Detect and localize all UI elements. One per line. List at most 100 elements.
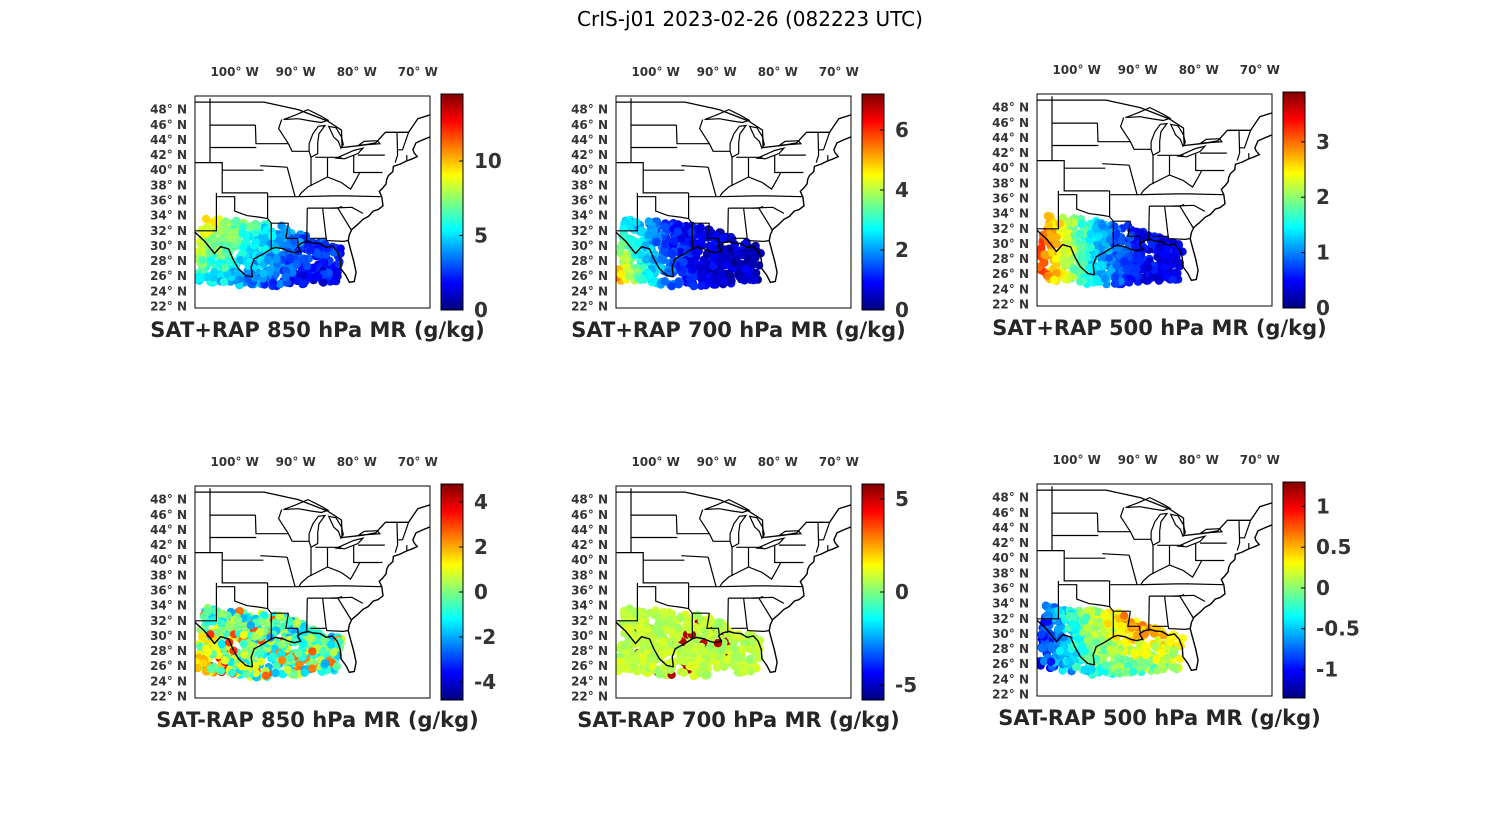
- retrieval-footprint: [224, 257, 233, 266]
- retrieval-footprint: [1097, 260, 1106, 269]
- retrieval-footprint: [639, 658, 648, 667]
- lat-tick-label: 40° N: [992, 161, 1029, 175]
- canada-border: [1037, 489, 1272, 537]
- lat-tick-label: 36° N: [150, 583, 187, 597]
- lat-tick-label: 22° N: [571, 299, 608, 313]
- retrieval-footprint: [1052, 261, 1061, 270]
- state-boundary: [1140, 174, 1184, 196]
- lat-tick-label: 34° N: [150, 209, 187, 223]
- lat-tick-label: 48° N: [571, 103, 608, 117]
- lat-tick-label: 28° N: [992, 252, 1029, 266]
- retrieval-footprint: [669, 635, 678, 645]
- retrieval-footprint: [238, 248, 247, 258]
- retrieval-footprint: [294, 648, 303, 658]
- retrieval-footprint: [739, 667, 749, 676]
- retrieval-footprint: [689, 671, 698, 681]
- state-boundary: [286, 167, 296, 197]
- state-boundary: [818, 522, 831, 541]
- retrieval-footprint: [203, 607, 212, 616]
- mexico-border: [195, 231, 253, 278]
- state-boundary: [266, 192, 289, 224]
- retrieval-footprint: [278, 640, 287, 649]
- colorbar-tick-label: 10: [474, 149, 502, 173]
- lon-tick-label: 80° W: [1179, 453, 1219, 467]
- lat-tick-label: 30° N: [150, 239, 187, 253]
- lat-tick-label: 48° N: [571, 493, 608, 507]
- state-boundary: [675, 125, 710, 145]
- retrieval-footprint: [710, 274, 719, 284]
- retrieval-footprint: [616, 657, 625, 666]
- lon-tick-label: 70° W: [398, 65, 438, 79]
- retrieval-footprint: [1069, 620, 1078, 629]
- state-boundary: [815, 522, 820, 553]
- lat-tick-label: 36° N: [992, 191, 1029, 205]
- state-boundary: [306, 598, 308, 633]
- retrieval-footprint: [242, 669, 251, 678]
- retrieval-footprint: [240, 650, 249, 660]
- retrieval-footprint: [275, 236, 284, 245]
- retrieval-footprint: [664, 267, 673, 277]
- state-boundary: [260, 165, 288, 168]
- retrieval-footprint: [1100, 628, 1109, 637]
- axes-frame: [1036, 93, 1273, 307]
- retrieval-footprint: [1037, 630, 1046, 639]
- state-boundary: [397, 132, 410, 151]
- retrieval-footprint: [271, 668, 280, 678]
- state-boundary: [277, 509, 289, 535]
- retrieval-footprint: [201, 214, 211, 224]
- colorbar-tick-label: -5: [895, 673, 917, 697]
- retrieval-footprint: [1058, 666, 1067, 675]
- retrieval-footprint: [1046, 657, 1056, 666]
- state-boundary: [216, 586, 269, 610]
- retrieval-footprint: [1151, 641, 1160, 651]
- retrieval-footprint: [630, 654, 640, 663]
- retrieval-footprint: [233, 615, 243, 625]
- lat-tick-label: 34° N: [992, 597, 1029, 611]
- great-lake: [1150, 512, 1169, 547]
- retrieval-footprint: [749, 259, 758, 269]
- retrieval-footprint: [238, 242, 248, 251]
- retrieval-footprint: [638, 616, 647, 626]
- lon-tick-label: 100° W: [631, 65, 679, 79]
- retrieval-footprint: [725, 244, 734, 253]
- state-boundary: [758, 597, 773, 621]
- lat-tick-label: 46° N: [992, 506, 1029, 520]
- retrieval-footprint: [748, 638, 757, 647]
- state-boundary: [1139, 193, 1224, 196]
- lat-tick-label: 42° N: [992, 146, 1029, 160]
- lat-tick-label: 46° N: [571, 118, 608, 132]
- state-boundary: [707, 557, 717, 587]
- retrieval-footprint: [716, 269, 726, 278]
- retrieval-footprint: [632, 218, 641, 227]
- retrieval-footprint: [286, 253, 295, 263]
- retrieval-footprint: [1069, 265, 1079, 274]
- lat-tick-label: 26° N: [571, 269, 608, 283]
- retrieval-footprint: [1130, 649, 1140, 658]
- retrieval-footprint: [336, 244, 345, 253]
- state-boundary: [698, 119, 710, 145]
- retrieval-footprint: [737, 645, 746, 654]
- retrieval-footprint: [239, 630, 249, 639]
- colorbar-tick-label: 0: [474, 298, 488, 322]
- state-boundary: [1119, 507, 1131, 533]
- lat-tick-label: 36° N: [992, 581, 1029, 595]
- retrieval-footprint: [1077, 242, 1087, 252]
- retrieval-footprint: [738, 250, 747, 259]
- lat-tick-label: 44° N: [992, 131, 1029, 145]
- retrieval-footprint: [691, 247, 700, 256]
- retrieval-footprint: [1120, 668, 1130, 677]
- lat-tick-label: 28° N: [571, 644, 608, 658]
- retrieval-footprint: [686, 661, 696, 670]
- retrieval-footprint: [624, 272, 633, 281]
- retrieval-footprint: [673, 227, 682, 236]
- retrieval-footprint: [1162, 653, 1172, 662]
- retrieval-footprint: [1103, 619, 1112, 628]
- retrieval-footprint: [319, 278, 328, 287]
- map-axes: [615, 485, 852, 699]
- axes-frame: [615, 485, 852, 699]
- retrieval-footprint: [752, 646, 761, 656]
- retrieval-footprint: [219, 219, 229, 228]
- retrieval-footprint: [689, 282, 698, 291]
- retrieval-footprint: [292, 260, 301, 269]
